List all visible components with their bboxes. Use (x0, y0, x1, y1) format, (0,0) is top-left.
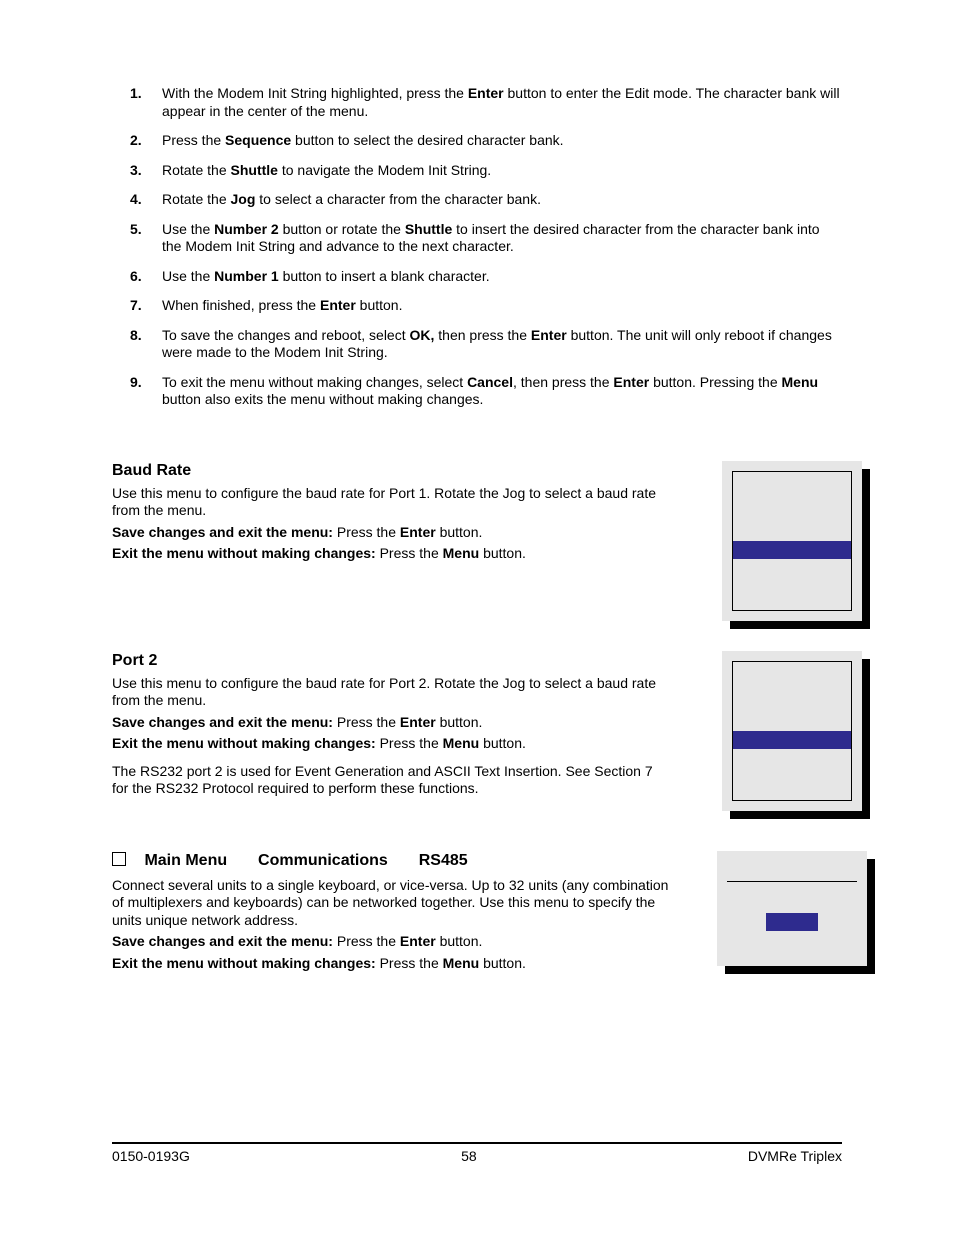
port2-title: Port 2 (112, 651, 667, 671)
baud-rate-title: Baud Rate (112, 461, 667, 481)
menu-path: Main Menu Communications RS485 (112, 851, 677, 871)
rs485-body: Connect several units to a single keyboa… (112, 877, 677, 930)
baud-exit-line: Exit the menu without making changes: Pr… (112, 545, 667, 563)
step-6: Use the Number 1 button to insert a blan… (130, 268, 842, 286)
port2-exit-line: Exit the menu without making changes: Pr… (112, 735, 667, 753)
port2-extra: The RS232 port 2 is used for Event Gener… (112, 763, 667, 798)
section-rs485: Main Menu Communications RS485 Connect s… (112, 851, 842, 991)
page-footer: 0150-0193G 58 DVMRe Triplex (112, 1142, 842, 1166)
instruction-list: With the Modem Init String highlighted, … (130, 85, 842, 409)
menu-highlight-bar (766, 913, 818, 931)
rs485-menu-thumbnail (717, 851, 867, 966)
step-1: With the Modem Init String highlighted, … (130, 85, 842, 120)
baud-rate-body: Use this menu to configure the baud rate… (112, 485, 667, 520)
step-8: To save the changes and reboot, select O… (130, 327, 842, 362)
port2-body: Use this menu to configure the baud rate… (112, 675, 667, 710)
footer-product-name: DVMRe Triplex (748, 1148, 842, 1166)
port2-save-line: Save changes and exit the menu: Press th… (112, 714, 667, 732)
step-5: Use the Number 2 button or rotate the Sh… (130, 221, 842, 256)
section-baud-rate: Baud Rate Use this menu to configure the… (112, 461, 842, 641)
step-4: Rotate the Jog to select a character fro… (130, 191, 842, 209)
menu-highlight-bar (733, 731, 851, 749)
step-3: Rotate the Shuttle to navigate the Modem… (130, 162, 842, 180)
footer-page-number: 58 (461, 1148, 477, 1166)
rs485-exit-line: Exit the menu without making changes: Pr… (112, 955, 677, 973)
step-7: When finished, press the Enter button. (130, 297, 842, 315)
port2-menu-thumbnail (722, 651, 862, 811)
rs485-save-line: Save changes and exit the menu: Press th… (112, 933, 677, 951)
menu-highlight-bar (733, 541, 851, 559)
step-9: To exit the menu without making changes,… (130, 374, 842, 409)
baud-menu-thumbnail (722, 461, 862, 621)
baud-save-line: Save changes and exit the menu: Press th… (112, 524, 667, 542)
step-2: Press the Sequence button to select the … (130, 132, 842, 150)
footer-doc-number: 0150-0193G (112, 1148, 190, 1166)
section-port-2: Port 2 Use this menu to configure the ba… (112, 651, 842, 831)
checkbox-empty-icon (112, 852, 126, 866)
